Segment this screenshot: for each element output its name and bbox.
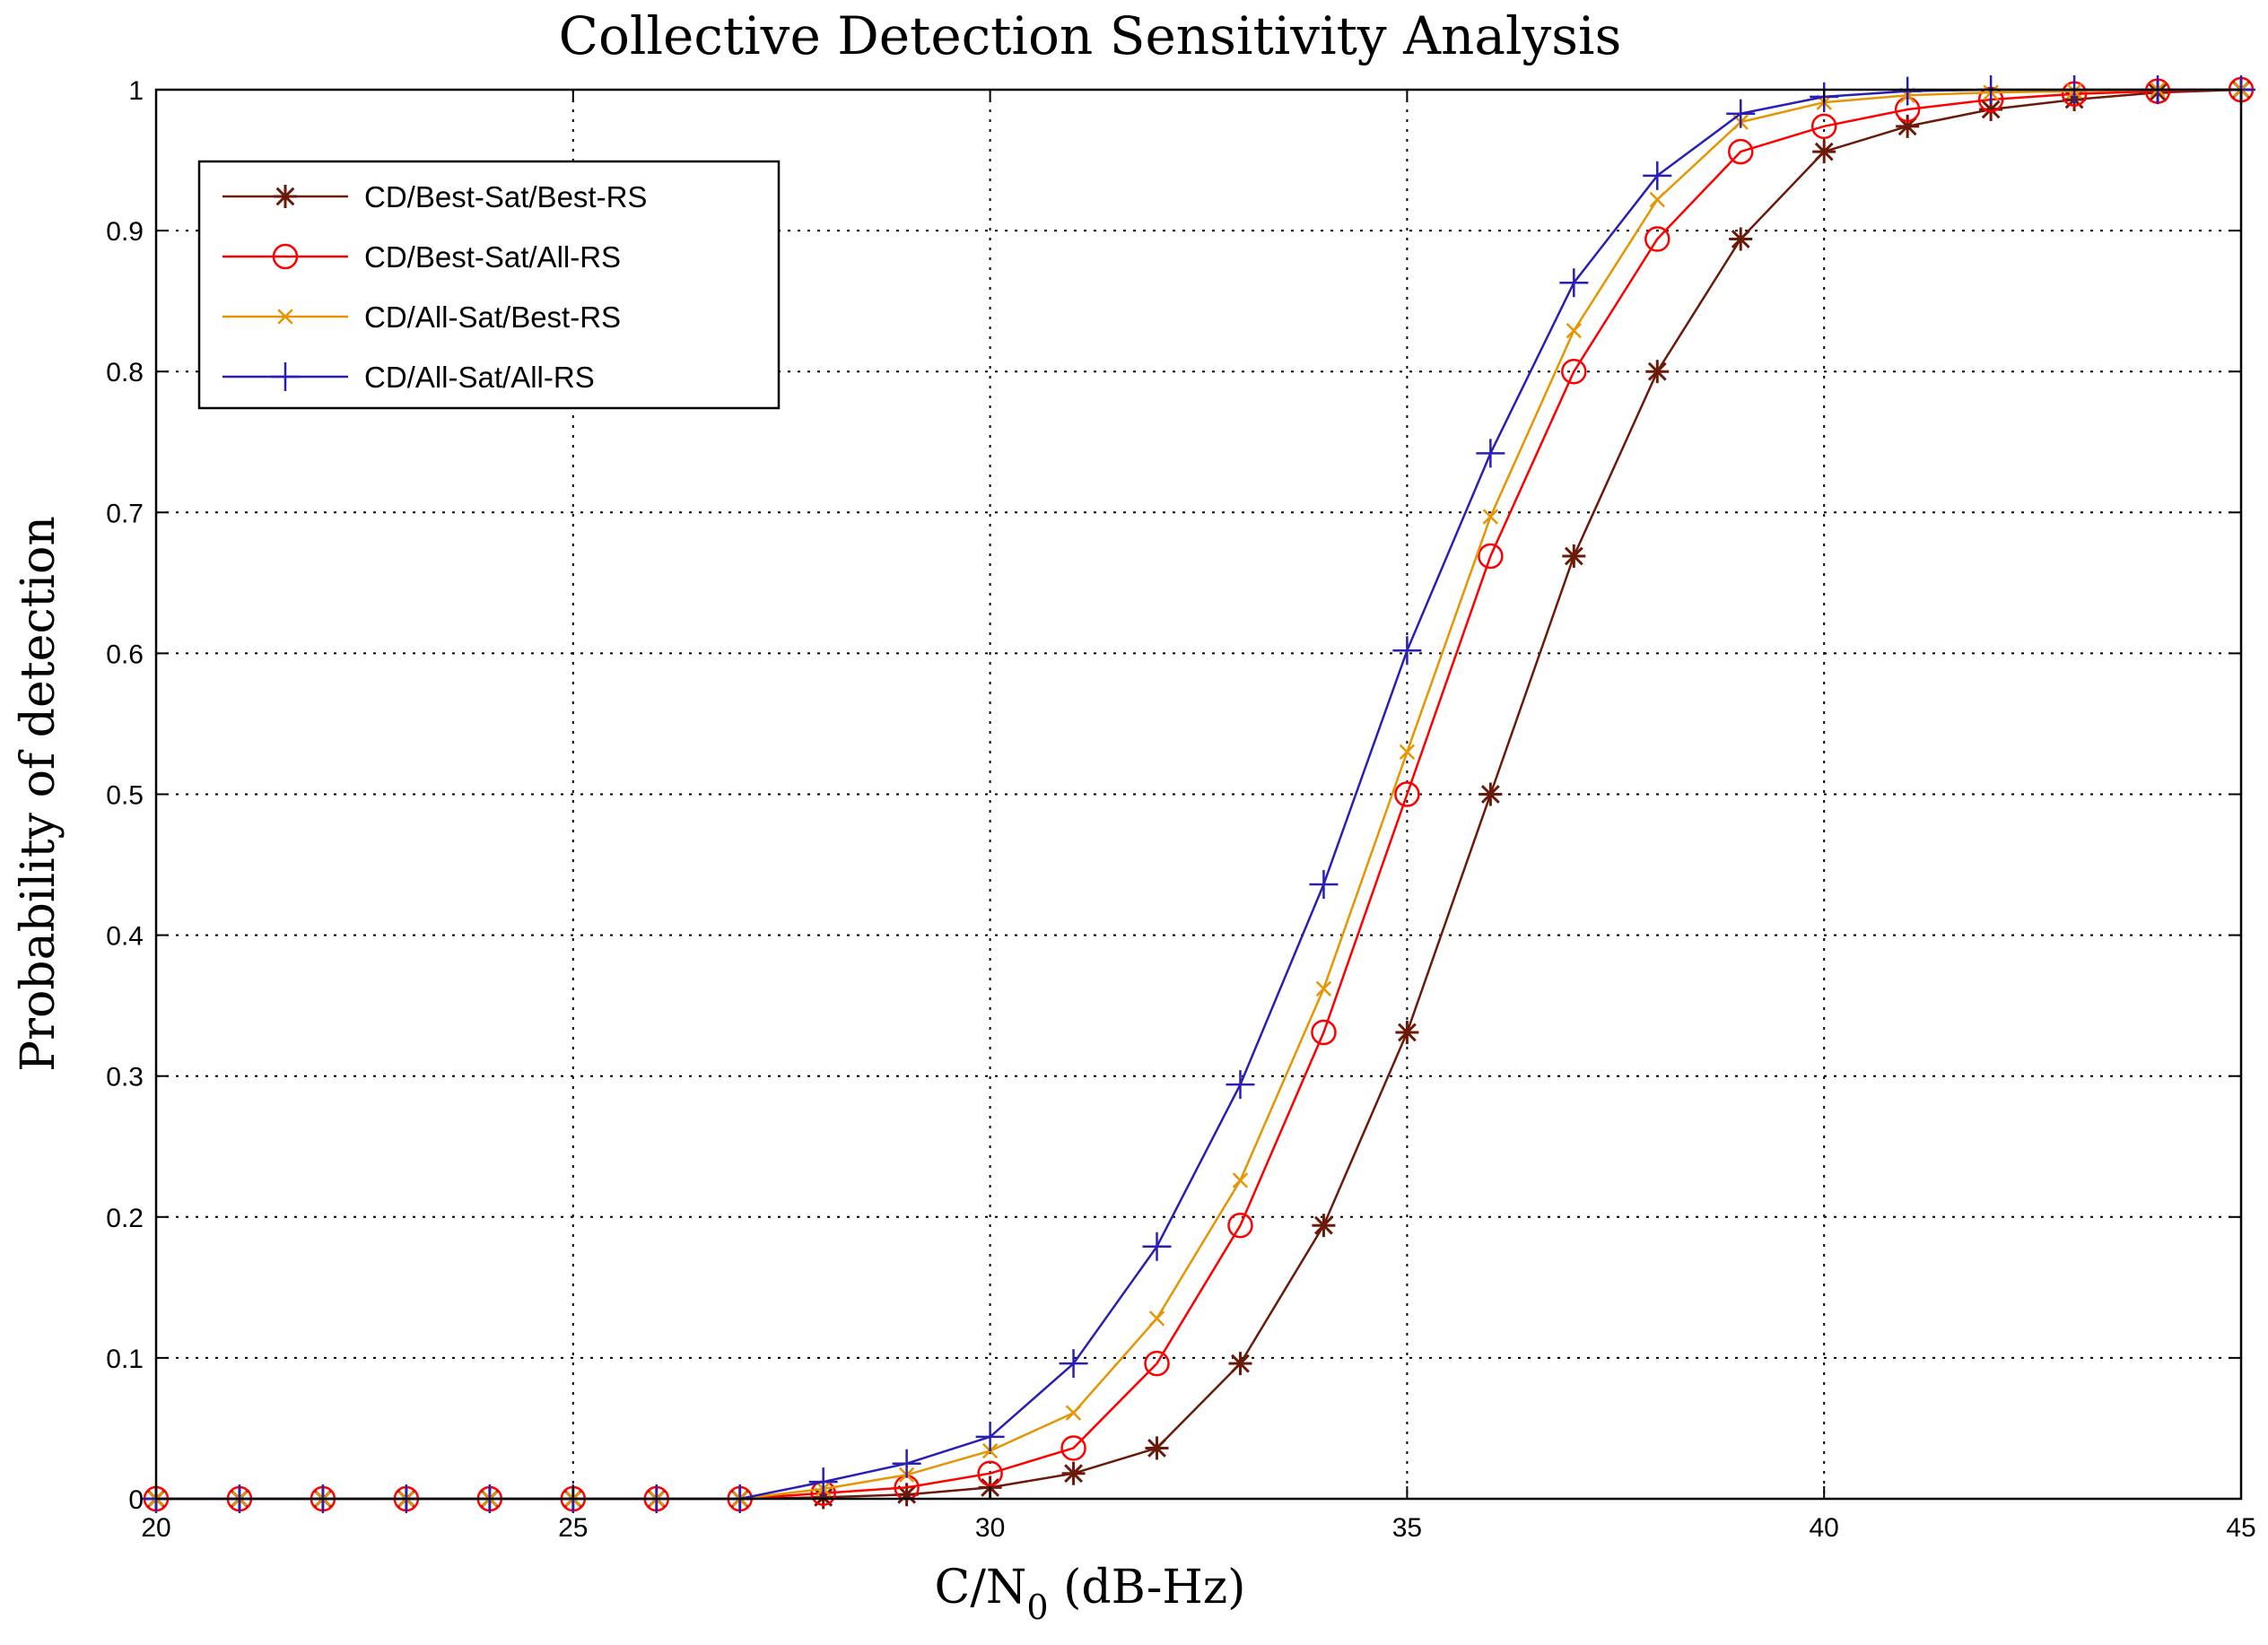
data-point-circle-marker bbox=[272, 243, 299, 270]
data-point-star-marker bbox=[1812, 140, 1836, 164]
data-point-x-marker bbox=[1649, 191, 1665, 208]
data-point-star-marker bbox=[1145, 1436, 1169, 1460]
legend: CD/Best-Sat/Best-RS CD/Best-Sat/All-RS CD/… bbox=[197, 160, 781, 410]
data-point-plus-marker bbox=[975, 1422, 1005, 1451]
x-axis-label-subscript: 0 bbox=[1026, 1588, 1048, 1627]
y-tick-label: 0.1 bbox=[106, 1345, 144, 1374]
data-point-circle-marker bbox=[1561, 358, 1587, 385]
x-tick-label: 45 bbox=[2226, 1513, 2255, 1543]
data-point-star-marker bbox=[1729, 227, 1753, 251]
data-point-plus-marker bbox=[1309, 870, 1339, 900]
data-point-x-marker bbox=[1148, 1310, 1165, 1327]
data-point-circle-marker bbox=[1478, 543, 1504, 570]
x-axis-label-unit: (dB-Hz) bbox=[1049, 1561, 1246, 1615]
data-point-plus-marker bbox=[892, 1449, 921, 1478]
y-tick-label: 0.7 bbox=[106, 499, 144, 528]
data-point-x-marker bbox=[277, 309, 293, 325]
legend-entry: CD/All-Sat/All-RS bbox=[222, 361, 595, 394]
data-point-plus-marker bbox=[1476, 439, 1505, 468]
data-point-star-marker bbox=[1479, 782, 1503, 806]
y-axis-label: Probability of detection bbox=[12, 516, 65, 1072]
x-tick-label: 35 bbox=[1392, 1513, 1422, 1543]
legend-label: CD/Best-Sat/All-RS bbox=[364, 240, 621, 274]
data-point-star-marker bbox=[1312, 1214, 1336, 1238]
legend-entry: CD/All-Sat/Best-RS bbox=[222, 300, 621, 334]
data-point-plus-marker bbox=[1059, 1349, 1088, 1379]
y-tick-label: 0.5 bbox=[106, 781, 144, 811]
y-tick-label: 0 bbox=[128, 1485, 144, 1515]
y-tick-label: 0.2 bbox=[106, 1204, 144, 1233]
legend-label: CD/All-Sat/All-RS bbox=[364, 361, 595, 394]
data-point-circle-marker bbox=[1144, 1350, 1170, 1377]
chart-title: Collective Detection Sensitivity Analysi… bbox=[559, 5, 1622, 66]
x-axis-label: C/N0 (dB-Hz) bbox=[935, 1561, 1246, 1627]
legend-entry: CD/Best-Sat/Best-RS bbox=[222, 180, 647, 213]
data-point-circle-marker bbox=[1227, 1212, 1253, 1239]
data-point-circle-marker bbox=[1727, 138, 1754, 165]
data-point-star-marker bbox=[1562, 544, 1586, 569]
legend-box bbox=[197, 160, 781, 410]
data-point-plus-marker bbox=[1392, 636, 1422, 666]
data-point-x-marker bbox=[1566, 322, 1583, 339]
axis-ticks: 20 25 30 35 40 45 0 0.1 0.2 0.3 0.4 0.5 0.6 0.7 0.8 0.9… bbox=[106, 76, 2255, 1543]
legend-label: CD/All-Sat/Best-RS bbox=[364, 300, 621, 334]
data-point-plus-marker bbox=[1726, 99, 1756, 128]
data-point-circle-marker bbox=[1311, 1019, 1337, 1046]
legend-entry: CD/Best-Sat/All-RS bbox=[222, 240, 621, 274]
y-tick-label: 0.4 bbox=[106, 922, 144, 952]
data-point-plus-marker bbox=[1226, 1070, 1255, 1100]
x-tick-label: 25 bbox=[558, 1513, 588, 1543]
data-point-circle-marker bbox=[977, 1460, 1003, 1486]
x-tick-label: 20 bbox=[141, 1513, 170, 1543]
data-point-plus-marker bbox=[1643, 161, 1672, 190]
x-tick-label: 40 bbox=[1810, 1513, 1839, 1543]
data-point-x-marker bbox=[1399, 744, 1416, 761]
data-point-star-marker bbox=[274, 185, 297, 208]
data-point-star-marker bbox=[1645, 360, 1670, 384]
data-point-plus-marker bbox=[1893, 76, 1923, 106]
data-point-plus-marker bbox=[808, 1467, 838, 1497]
y-tick-label: 0.9 bbox=[106, 217, 144, 247]
data-point-star-marker bbox=[1061, 1461, 1086, 1485]
data-point-star-marker bbox=[1228, 1352, 1252, 1376]
data-point-star-marker bbox=[1395, 1020, 1419, 1044]
y-tick-label: 0.8 bbox=[106, 358, 144, 387]
data-point-circle-marker bbox=[1810, 113, 1837, 140]
y-tick-label: 1 bbox=[128, 76, 144, 106]
data-point-x-marker bbox=[1232, 1172, 1249, 1188]
data-point-plus-marker bbox=[1142, 1232, 1172, 1261]
data-point-circle-marker bbox=[1060, 1435, 1086, 1461]
data-point-plus-marker bbox=[271, 362, 300, 391]
data-point-plus-marker bbox=[1559, 268, 1589, 298]
data-point-x-marker bbox=[1065, 1405, 1082, 1421]
data-point-circle-marker bbox=[1644, 226, 1670, 252]
data-point-x-marker bbox=[1315, 980, 1332, 997]
x-axis-label-main: C/N bbox=[935, 1561, 1027, 1615]
data-point-circle-marker bbox=[1394, 781, 1420, 807]
y-tick-label: 0.6 bbox=[106, 640, 144, 669]
legend-label: CD/Best-Sat/Best-RS bbox=[364, 180, 647, 213]
y-tick-label: 0.3 bbox=[106, 1063, 144, 1092]
x-tick-label: 30 bbox=[975, 1513, 1005, 1543]
data-point-x-marker bbox=[1482, 509, 1499, 525]
